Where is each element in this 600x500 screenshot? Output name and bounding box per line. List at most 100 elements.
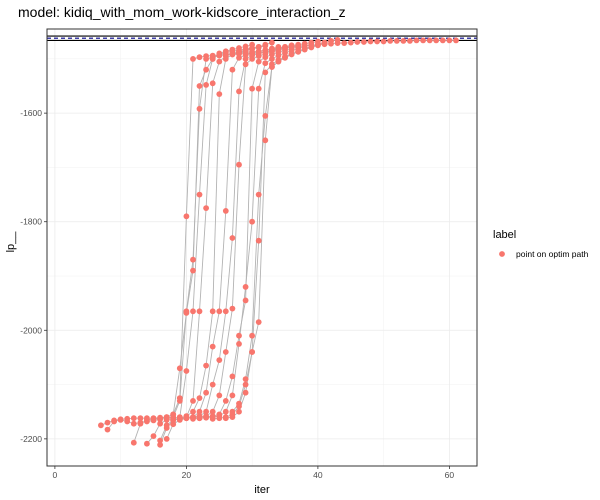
optim-path-point xyxy=(328,38,334,44)
optim-path-point xyxy=(236,341,242,347)
optim-path-point xyxy=(334,37,341,43)
optim-path-point xyxy=(249,349,256,355)
optim-path-point xyxy=(255,319,262,325)
optim-path-point xyxy=(190,267,196,274)
optim-path-point xyxy=(236,54,242,61)
optim-path-point xyxy=(255,44,262,51)
optim-path-point xyxy=(203,389,210,396)
optim-path-point xyxy=(183,310,190,316)
optim-path-point xyxy=(242,47,249,54)
optim-path-point xyxy=(249,46,256,52)
optim-path-point xyxy=(262,69,269,76)
optim-path-point xyxy=(137,420,144,427)
optim-path-point xyxy=(446,37,453,44)
optim-path-point xyxy=(209,408,216,415)
panel-border xyxy=(46,28,478,467)
optim-path-point xyxy=(190,308,196,315)
optim-path-point xyxy=(209,381,216,388)
optim-path-point xyxy=(183,415,190,422)
optim-path-point xyxy=(229,414,236,420)
optim-path-point xyxy=(203,408,210,415)
optim-path-point xyxy=(176,365,183,372)
optim-path-line xyxy=(133,42,273,443)
optim-path-point xyxy=(242,297,249,304)
optim-path-point xyxy=(453,37,459,44)
optim-path-point xyxy=(144,417,150,423)
optim-path-point xyxy=(255,237,262,244)
optim-path-point xyxy=(216,308,223,315)
y-tick-label: -2000 xyxy=(20,325,42,335)
optim-path-point xyxy=(163,422,170,429)
optim-path-point xyxy=(242,284,249,290)
optim-path-point xyxy=(130,439,137,446)
optim-path-point xyxy=(380,38,387,45)
optim-path-point xyxy=(203,82,210,88)
optim-path-point xyxy=(222,398,229,404)
optim-path-point xyxy=(203,66,210,73)
optim-path-point xyxy=(157,441,164,448)
optim-path-point xyxy=(321,39,328,46)
optim-path-point xyxy=(308,43,315,50)
optim-path-point xyxy=(104,419,111,426)
optim-path-point xyxy=(229,66,236,73)
optim-path-point xyxy=(269,56,275,62)
optim-path-point xyxy=(222,48,229,55)
optim-path-point xyxy=(361,39,367,45)
y-tick-label: -1800 xyxy=(20,217,42,227)
optim-path-point xyxy=(209,415,216,422)
optim-path-point xyxy=(236,332,242,339)
optim-path-point xyxy=(117,417,124,423)
optim-path-point xyxy=(341,40,348,46)
optim-path-point xyxy=(269,64,275,70)
optim-path-point xyxy=(262,137,269,144)
optim-path-point xyxy=(196,83,203,89)
optim-path-point xyxy=(157,415,164,422)
optim-path-point xyxy=(222,408,229,415)
x-tick-label: 0 xyxy=(53,470,58,480)
optim-path-point xyxy=(242,376,249,382)
optim-path-point xyxy=(150,433,157,439)
optim-path-point xyxy=(295,48,302,55)
optim-path-point xyxy=(216,357,223,363)
optim-path-point xyxy=(269,39,275,46)
optim-path-point xyxy=(216,58,223,65)
optim-path-point xyxy=(209,343,216,350)
optim-path-point xyxy=(249,56,256,62)
optim-path-point xyxy=(229,235,236,241)
optim-path-point xyxy=(222,349,229,355)
optim-path-point xyxy=(163,417,170,423)
optim-path-point xyxy=(144,440,150,447)
optim-path-point xyxy=(229,305,236,312)
legend-key-point xyxy=(499,251,505,257)
optim-path-point xyxy=(282,54,288,61)
optim-path-point xyxy=(420,37,426,44)
optim-path-point xyxy=(222,208,229,214)
optim-path-point xyxy=(262,113,269,119)
optim-path-point xyxy=(190,56,196,62)
optim-path-point xyxy=(236,88,242,95)
optim-path-point xyxy=(413,37,420,44)
optim-path-point xyxy=(111,418,117,425)
legend-label: point on optim path xyxy=(516,249,589,259)
plot-area: 0 20 40 60 -1600 -1800 -2000 -2200 xyxy=(20,28,478,480)
optim-path-point xyxy=(196,408,203,415)
optim-path-point xyxy=(104,426,111,433)
optim-path-point xyxy=(236,161,242,168)
optim-path-point xyxy=(229,392,236,399)
optim-path-point xyxy=(236,400,242,407)
optim-path-point xyxy=(242,381,249,388)
optim-path-point xyxy=(190,408,196,415)
optim-path-point xyxy=(236,49,242,56)
optim-path-point xyxy=(183,213,190,220)
optim-path-point xyxy=(439,37,446,44)
optim-path-point xyxy=(216,50,223,57)
optim-path-point xyxy=(255,191,262,198)
optim-path-point xyxy=(216,392,223,399)
optim-path-point xyxy=(288,51,295,57)
optim-path-point xyxy=(216,91,223,97)
optim-path-point xyxy=(262,60,269,67)
optim-path-point xyxy=(157,437,164,444)
y-axis-title: lp__ xyxy=(5,231,17,253)
x-tick-label: 60 xyxy=(445,470,455,480)
